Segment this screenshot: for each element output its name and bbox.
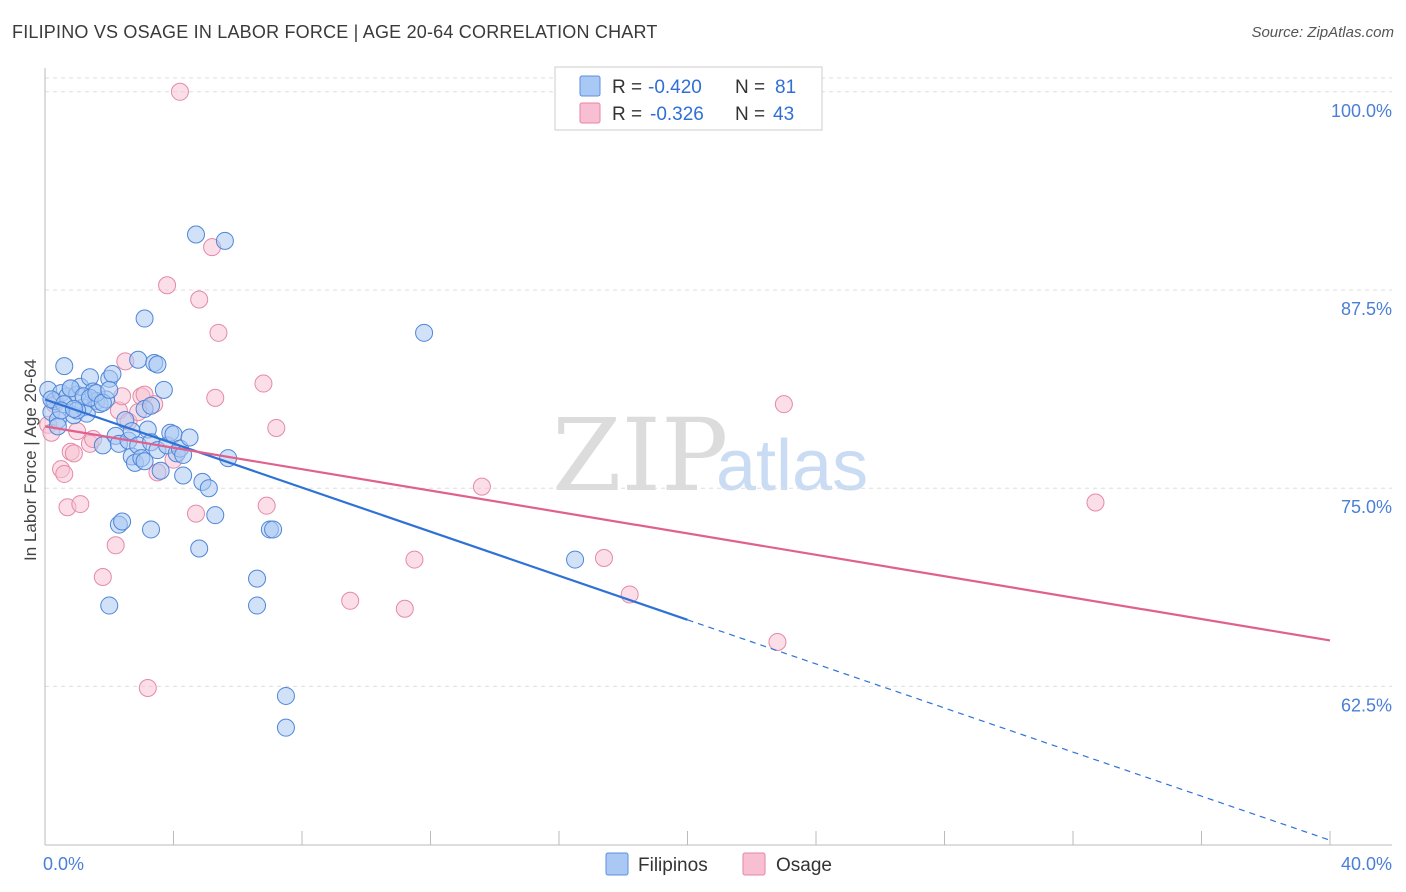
watermark-atlas: atlas: [716, 426, 868, 506]
filipinos-points: [39, 225, 585, 737]
filipinos-point-53: [180, 428, 199, 447]
osage-point-34: [267, 418, 286, 437]
legend-r-label-osage: R =: [612, 104, 642, 125]
osage-point-36: [395, 599, 414, 618]
filipinos-point-68: [566, 550, 585, 569]
filipinos-point-45: [154, 380, 173, 399]
chart-title: FILIPINO VS OSAGE IN LABOR FORCE | AGE 2…: [12, 22, 658, 42]
y-tick-label-0: 62.5%: [1341, 695, 1392, 715]
filipinos-point-78: [100, 380, 119, 399]
osage-point-38: [472, 477, 491, 496]
osage-point-13: [106, 536, 125, 555]
y-tick-label-1: 75.0%: [1341, 497, 1392, 517]
source-credit: Source: ZipAtlas.com: [1251, 24, 1394, 41]
trend-lines: [44, 398, 1331, 841]
filipinos-point-21: [103, 365, 122, 384]
osage-point-33: [257, 496, 276, 515]
filipinos-point-5: [55, 357, 74, 376]
legend-n-value-filipinos: 81: [775, 77, 796, 98]
y-tick-label-3: 100.0%: [1331, 101, 1392, 121]
osage-point-42: [774, 395, 793, 414]
osage-point-32: [254, 374, 273, 393]
y-tick-label-2: 87.5%: [1341, 299, 1392, 319]
filipinos-point-44: [151, 461, 170, 480]
filipinos-trend-extension: [687, 619, 1331, 841]
osage-point-7: [64, 444, 83, 463]
filipinos-point-36: [135, 309, 154, 328]
osage-point-4: [55, 464, 74, 483]
osage-point-30: [206, 388, 225, 407]
osage-point-35: [341, 591, 360, 610]
filipinos-point-55: [190, 539, 209, 558]
legend-r-value-filipinos: -0.420: [648, 77, 702, 98]
osage-point-12: [93, 568, 112, 587]
bottom-legend-label-filipinos: Filipinos: [638, 855, 708, 876]
bottom-legend-label-osage: Osage: [776, 855, 832, 876]
osage-point-39: [594, 548, 613, 567]
filipinos-point-70: [48, 417, 67, 436]
filipinos-point-66: [276, 718, 295, 737]
osage-point-28: [190, 290, 209, 309]
series-legend: Filipinos Osage: [605, 852, 832, 876]
osage-point-21: [138, 679, 157, 698]
filipinos-trend-line: [44, 398, 688, 621]
bottom-legend-swatch-osage: [742, 852, 766, 876]
osage-point-37: [405, 550, 424, 569]
osage-point-9: [71, 495, 90, 514]
filipinos-point-64: [264, 520, 283, 539]
legend-swatch-osage: [579, 102, 601, 124]
osage-point-26: [170, 82, 189, 101]
legend-n-label-osage: N =: [735, 104, 765, 125]
x-tick-label-0: 0.0%: [43, 854, 84, 874]
filipinos-point-62: [248, 596, 267, 615]
legend-swatch-filipinos: [579, 75, 601, 97]
legend-n-value-osage: 43: [773, 104, 794, 125]
filipinos-point-59: [215, 231, 234, 250]
osage-points: [39, 82, 1105, 698]
filipinos-point-67: [415, 323, 434, 342]
legend-r-label-filipinos: R =: [612, 77, 642, 98]
filipinos-point-72: [61, 379, 80, 398]
filipinos-point-57: [199, 479, 218, 498]
gridlines: [45, 77, 1392, 687]
osage-point-31: [209, 323, 228, 342]
filipinos-point-31: [129, 350, 148, 369]
legend-n-label-filipinos: N =: [735, 77, 765, 98]
filipinos-point-40: [142, 396, 161, 415]
x-tick-label-1: 40.0%: [1341, 854, 1392, 874]
watermark-zip: ZIP: [552, 397, 728, 514]
filipinos-point-39: [142, 520, 161, 539]
osage-point-43: [1086, 493, 1105, 512]
filipinos-point-61: [248, 569, 267, 588]
osage-point-27: [186, 504, 205, 523]
correlation-legend: R = -0.420 N = 81 R = -0.326 N = 43: [554, 66, 823, 131]
bottom-legend-swatch-filipinos: [605, 852, 629, 876]
axes: [44, 68, 1392, 846]
osage-point-24: [158, 276, 177, 295]
filipinos-point-25: [113, 512, 132, 531]
filipinos-point-43: [148, 355, 167, 374]
filipinos-point-65: [276, 686, 295, 705]
tick-labels: 62.5% 75.0% 87.5% 100.0% 0.0% 40.0%: [43, 101, 1392, 874]
filipinos-point-58: [206, 506, 225, 525]
osage-trend-line: [44, 425, 1331, 642]
filipinos-point-54: [186, 225, 205, 244]
osage-point-41: [768, 633, 787, 652]
filipinos-point-51: [174, 466, 193, 485]
y-axis-label: In Labor Force | Age 20-64: [21, 359, 40, 561]
legend-r-value-osage: -0.326: [650, 104, 704, 125]
filipinos-point-34: [135, 452, 154, 471]
filipinos-point-20: [100, 596, 119, 615]
